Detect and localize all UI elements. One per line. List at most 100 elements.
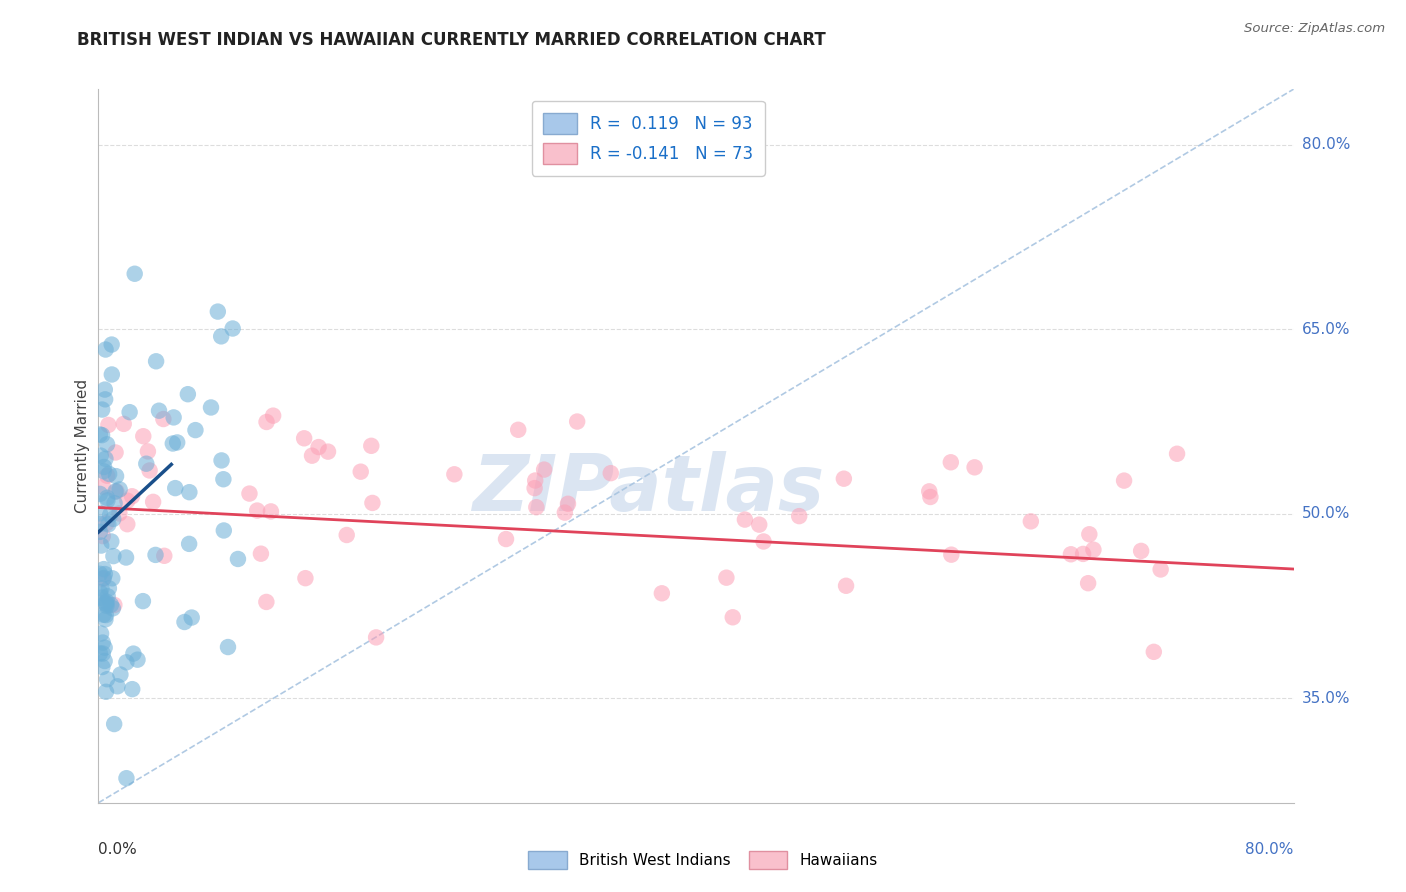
Point — [96, 597, 118, 611]
Point — [121, 489, 143, 503]
Point — [651, 586, 673, 600]
Point — [103, 549, 125, 563]
Point — [97, 589, 120, 603]
Point — [110, 667, 132, 681]
Point — [117, 517, 139, 532]
Point — [91, 635, 114, 649]
Point — [138, 463, 160, 477]
Point — [105, 484, 128, 499]
Point — [179, 537, 201, 551]
Point — [524, 474, 547, 488]
Point — [557, 497, 579, 511]
Point — [101, 571, 124, 585]
Text: 35.0%: 35.0% — [1302, 690, 1350, 706]
Text: Source: ZipAtlas.com: Source: ZipAtlas.com — [1244, 22, 1385, 36]
Point — [89, 427, 111, 442]
Point — [103, 717, 125, 731]
Point — [135, 457, 157, 471]
Point — [166, 435, 188, 450]
Point — [217, 640, 239, 654]
Point — [212, 472, 235, 486]
Point — [246, 503, 269, 517]
Point — [1083, 542, 1105, 557]
Point — [108, 507, 131, 521]
Point — [122, 647, 145, 661]
Point — [94, 383, 117, 397]
Point — [1019, 514, 1042, 528]
Point — [91, 572, 114, 586]
Point — [148, 403, 170, 417]
Point — [100, 598, 122, 612]
Point — [1077, 576, 1099, 591]
Point — [93, 464, 115, 478]
Point — [96, 599, 118, 613]
Point — [238, 486, 260, 500]
Point — [524, 500, 547, 515]
Point — [1143, 645, 1166, 659]
Point — [97, 417, 120, 432]
Point — [96, 437, 118, 451]
Point — [207, 304, 229, 318]
Point — [91, 480, 114, 494]
Point — [336, 528, 359, 542]
Point — [832, 472, 855, 486]
Point — [1112, 474, 1135, 488]
Point — [212, 524, 235, 538]
Point — [124, 267, 146, 281]
Point — [104, 484, 127, 499]
Point — [254, 595, 277, 609]
Point — [94, 596, 117, 610]
Point — [1166, 447, 1188, 461]
Point — [294, 571, 316, 585]
Point — [103, 598, 125, 612]
Point — [89, 487, 111, 501]
Point — [523, 481, 546, 495]
Point — [132, 594, 155, 608]
Point — [93, 562, 115, 576]
Point — [90, 591, 112, 605]
Point — [350, 465, 373, 479]
Point — [963, 460, 986, 475]
Point — [567, 415, 589, 429]
Point — [112, 417, 135, 431]
Point — [108, 483, 131, 497]
Point — [93, 654, 115, 668]
Point — [184, 423, 207, 437]
Point — [1150, 562, 1173, 576]
Point — [93, 571, 115, 585]
Point — [100, 337, 122, 351]
Point — [173, 615, 195, 629]
Point — [165, 481, 187, 495]
Point — [752, 534, 775, 549]
Point — [127, 653, 149, 667]
Point — [308, 440, 330, 454]
Text: 80.0%: 80.0% — [1302, 137, 1350, 152]
Point — [260, 504, 283, 518]
Point — [250, 547, 273, 561]
Point — [94, 451, 117, 466]
Point — [96, 493, 118, 508]
Point — [361, 496, 384, 510]
Point — [180, 610, 202, 624]
Point — [115, 550, 138, 565]
Point — [94, 343, 117, 357]
Point — [179, 485, 201, 500]
Point — [787, 509, 810, 524]
Point — [1078, 527, 1101, 541]
Point — [226, 552, 249, 566]
Text: 50.0%: 50.0% — [1302, 506, 1350, 521]
Point — [91, 529, 114, 543]
Point — [98, 467, 121, 481]
Point — [107, 679, 129, 693]
Point — [118, 405, 141, 419]
Point — [533, 462, 555, 476]
Point — [177, 387, 200, 401]
Point — [89, 585, 111, 599]
Point — [142, 495, 165, 509]
Point — [98, 508, 121, 522]
Point — [360, 439, 382, 453]
Point — [105, 469, 128, 483]
Point — [115, 771, 138, 785]
Point — [115, 656, 138, 670]
Point — [152, 412, 174, 426]
